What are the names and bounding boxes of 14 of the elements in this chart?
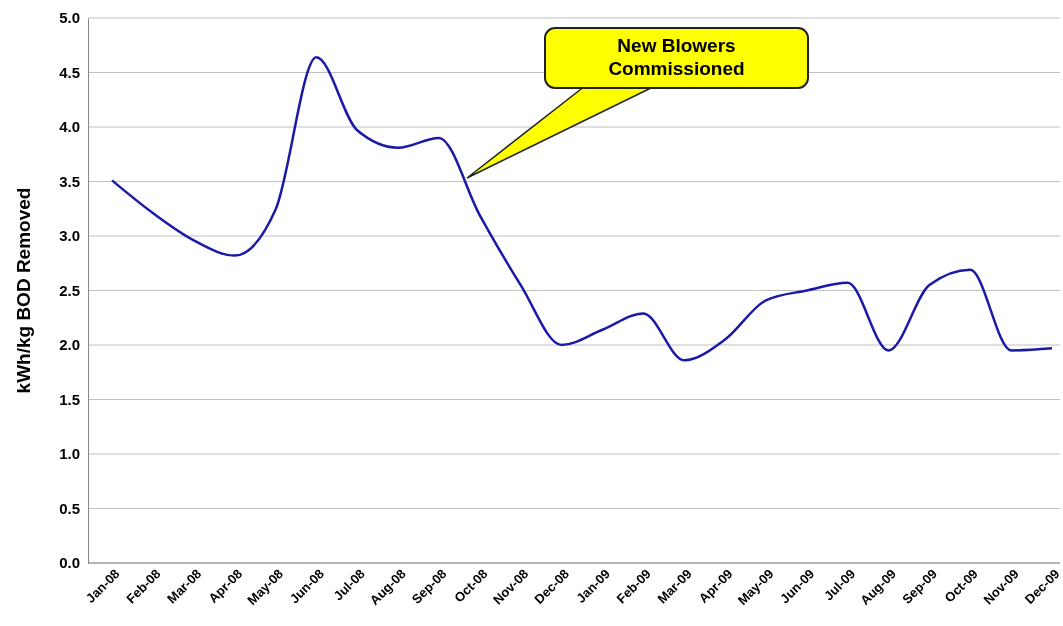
y-tick-label: 0.5 — [59, 499, 80, 517]
y-tick-label: 5.0 — [59, 9, 80, 27]
y-tick-label: 2.5 — [59, 281, 80, 299]
y-tick-label: 2.0 — [59, 336, 80, 354]
y-tick-label: 0.0 — [59, 554, 80, 572]
y-tick-label: 1.5 — [59, 390, 80, 408]
annotation: New Blowers Commissioned — [608, 35, 745, 79]
y-axis-title: kWh/kg BOD Removed — [13, 187, 34, 394]
y-tick-label: 1.0 — [59, 445, 80, 463]
y-tick-label: 4.0 — [59, 118, 80, 136]
y-tick-label: 4.5 — [59, 63, 80, 81]
y-tick-label: 3.0 — [59, 227, 80, 245]
line-series — [110, 55, 1054, 362]
y-tick-label: 3.5 — [59, 172, 80, 190]
